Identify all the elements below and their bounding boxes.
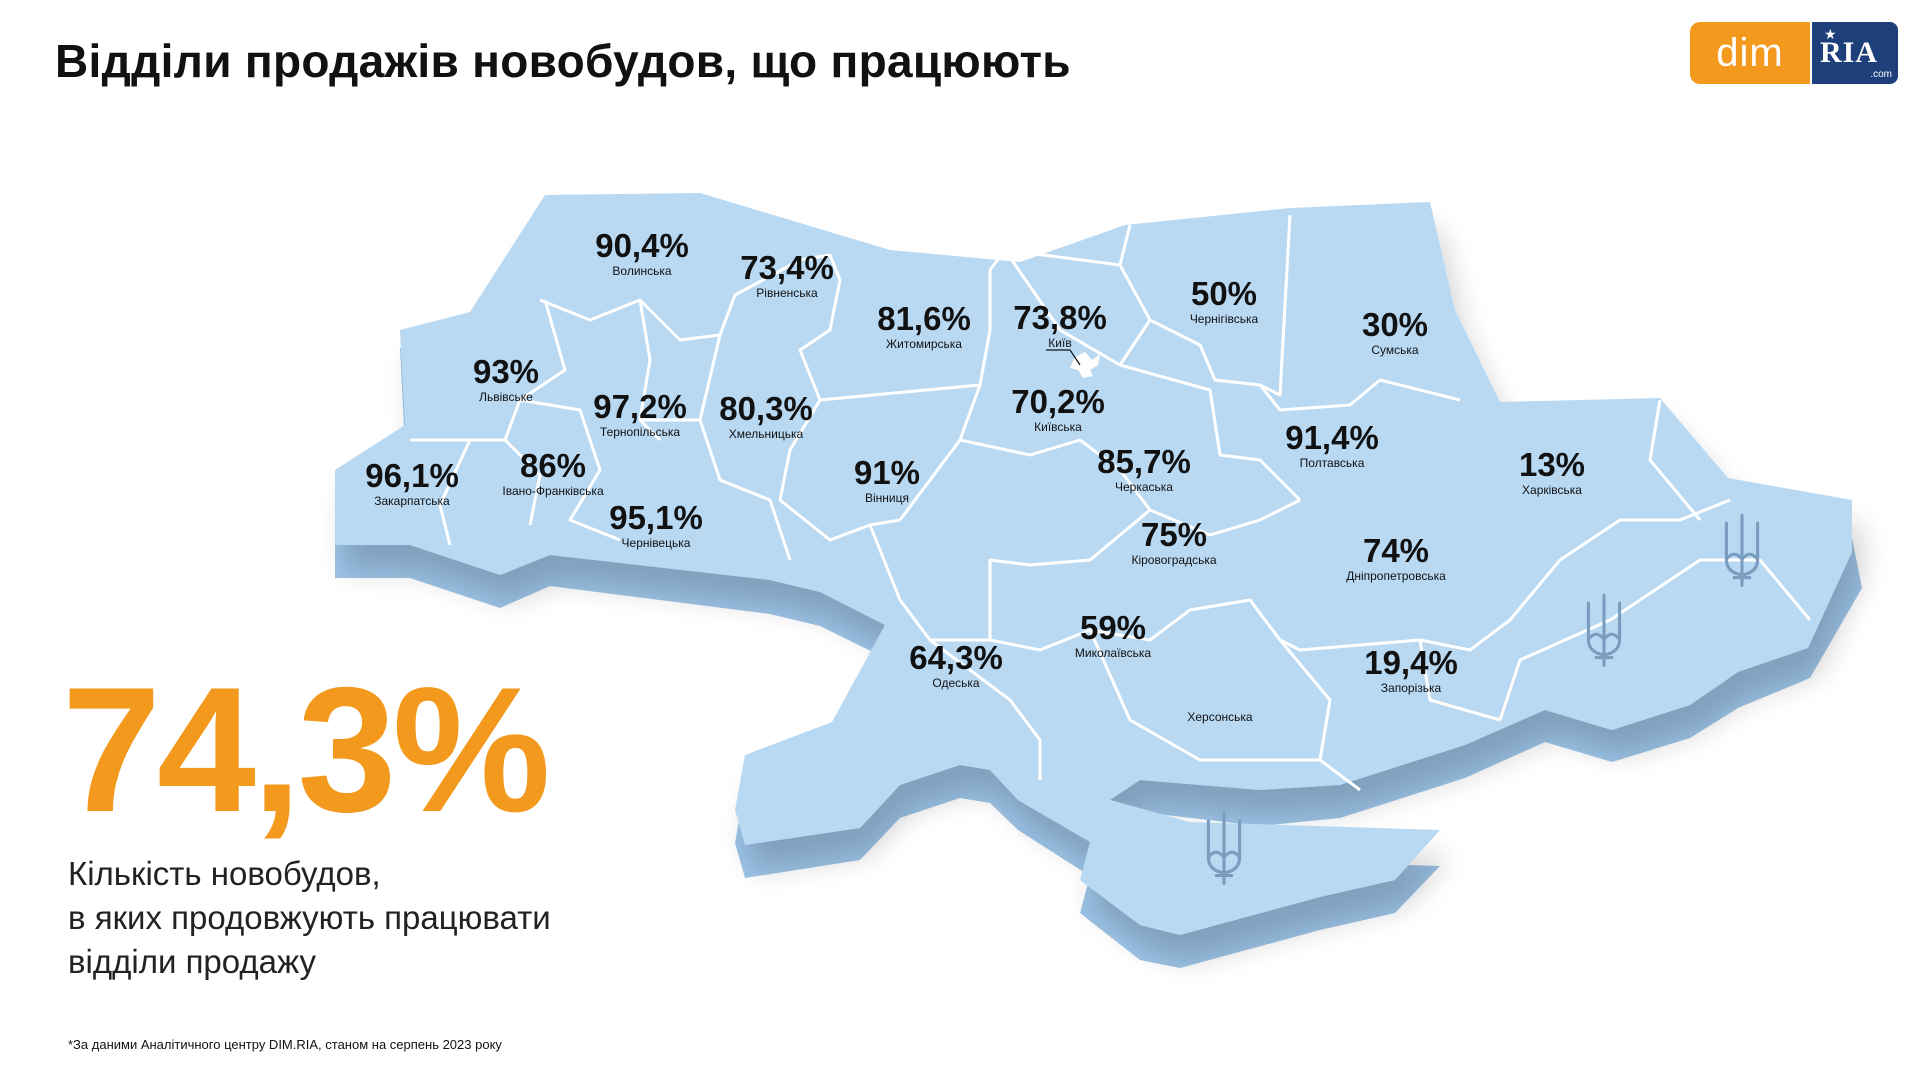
region-pct: 74% — [1362, 532, 1430, 569]
region-name: Київська — [1034, 420, 1082, 434]
region-name: Закарпатська — [374, 494, 450, 508]
region-label-chernivetska: 95,1% Чернівецька — [609, 499, 703, 551]
region-pct: 73,4% — [740, 249, 834, 286]
region-pct: 70,2% — [1011, 383, 1105, 420]
kyiv-pointer-line — [1046, 349, 1081, 366]
region-label-sumska: 30% Сумська — [1361, 306, 1429, 358]
region-name: Івано-Франківська — [502, 484, 604, 498]
region-label-lvivske: 93% Львівське — [472, 353, 540, 405]
region-label-volynska: 90,4% Волинська — [595, 227, 689, 279]
region-pct: 80,3% — [719, 390, 813, 427]
caption-line: Кількість новобудов, — [68, 855, 381, 892]
region-name: Вінниця — [865, 491, 909, 505]
region-label-zhytomyrska: 81,6% Житомирська — [877, 300, 971, 352]
dim-ria-logo[interactable]: dim ★ RIA .com — [1690, 22, 1898, 84]
logo-ria-suffix: .com — [1870, 69, 1892, 80]
region-pct: 93% — [472, 353, 540, 390]
region-pct: 86% — [519, 447, 587, 484]
region-label-zakarpatska: 96,1% Закарпатська — [365, 457, 459, 509]
region-name: Волинська — [612, 264, 672, 278]
region-name: Полтавська — [1299, 456, 1365, 470]
region-name: Дніпропетровська — [1346, 569, 1446, 583]
region-name: Харківська — [1522, 483, 1582, 497]
region-label-zaporizka: 19,4% Запорізька — [1364, 644, 1458, 696]
region-pct: 95,1% — [609, 499, 703, 536]
map-top — [335, 193, 1852, 935]
region-pct: 59% — [1079, 609, 1147, 646]
region-pct: 96,1% — [365, 457, 459, 494]
region-label-kirovohradska: 75% Кіровоградська — [1131, 516, 1217, 568]
big-stat-value: 74,3% — [62, 650, 551, 849]
region-label-kharkivska: 13% Харківська — [1518, 446, 1586, 498]
region-name: Житомирська — [886, 337, 962, 351]
region-name: Рівненська — [756, 286, 818, 300]
region-label-odeska: 64,3% Одеська — [909, 639, 1003, 691]
region-label-ternopilska: 97,2% Тернопільська — [593, 388, 687, 440]
region-label-dnipropetrovska: 74% Дніпропетровська — [1346, 532, 1446, 584]
region-pct: 75% — [1140, 516, 1208, 553]
region-pct: 30% — [1361, 306, 1429, 343]
region-pct: 91,4% — [1285, 419, 1379, 456]
region-name: Миколаївська — [1074, 646, 1152, 660]
caption-line: в яких продовжують працювати — [68, 899, 551, 936]
region-pct: 50% — [1190, 275, 1258, 312]
source-footnote: *За даними Аналітичного центру DIM.RIA, … — [68, 1037, 502, 1052]
region-name: Сумська — [1371, 343, 1419, 357]
logo-ria-text: RIA — [1820, 36, 1879, 69]
region-name: Чернігівська — [1189, 312, 1259, 326]
region-name: Київ — [1048, 336, 1072, 350]
region-borders — [410, 214, 1812, 792]
region-label-kyivska: 70,2% Київська — [1011, 383, 1105, 435]
region-pct: 90,4% — [595, 227, 689, 264]
region-name: Хмельницька — [728, 427, 804, 441]
region-pct: 13% — [1518, 446, 1586, 483]
region-label-chernihivska: 50% Чернігівська — [1189, 275, 1259, 327]
region-name: Херсонська — [1187, 710, 1253, 724]
region-label-cherkaska: 85,7% Черкаська — [1097, 443, 1191, 495]
region-label-khersonska: Херсонська — [1187, 710, 1252, 724]
caption-line: відділи продажу — [68, 943, 316, 980]
region-label-kyiv: 73,8% Київ — [1013, 299, 1107, 351]
kyiv-city-shape — [1070, 352, 1100, 378]
region-name: Львівське — [479, 390, 533, 404]
region-name: Кіровоградська — [1131, 553, 1217, 567]
region-label-vinnytsia: 91% Вінниця — [853, 454, 921, 506]
page-title: Відділи продажів новобудов, що працюють — [55, 35, 1071, 87]
region-name: Одеська — [932, 676, 980, 690]
region-name: Запорізька — [1380, 681, 1442, 695]
region-pct: 85,7% — [1097, 443, 1191, 480]
logo-ria: ★ RIA .com — [1812, 22, 1898, 84]
region-name: Чернівецька — [621, 536, 691, 550]
region-pct: 97,2% — [593, 388, 687, 425]
stat-caption: Кількість новобудов, в яких продовжують … — [68, 852, 551, 984]
region-pct: 91% — [853, 454, 921, 491]
region-pct: 64,3% — [909, 639, 1003, 676]
region-label-poltavska: 91,4% Полтавська — [1285, 419, 1379, 471]
region-pct: 73,8% — [1013, 299, 1107, 336]
region-pct: 81,6% — [877, 300, 971, 337]
region-label-ivano-frankivska: 86% Івано-Франківська — [502, 447, 604, 499]
logo-dim: dim — [1690, 22, 1810, 84]
region-name: Тернопільська — [599, 425, 681, 439]
region-name: Черкаська — [1115, 480, 1173, 494]
region-label-rivnenska: 73,4% Рівненська — [740, 249, 834, 301]
region-label-mykolaivska: 59% Миколаївська — [1074, 609, 1152, 661]
region-label-khmelnytska: 80,3% Хмельницька — [719, 390, 813, 442]
star-icon: ★ — [1824, 26, 1837, 42]
region-pct: 19,4% — [1364, 644, 1458, 681]
